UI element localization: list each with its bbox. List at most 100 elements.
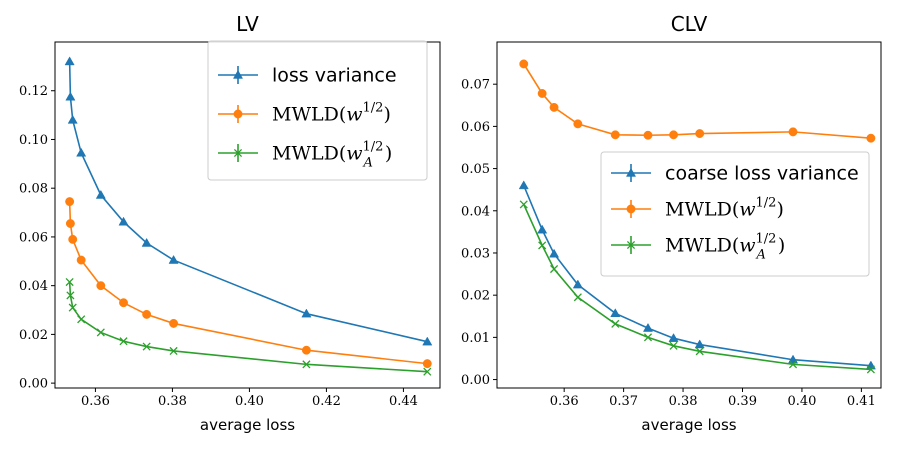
legend-label-close: ) <box>383 104 390 126</box>
series-1 <box>519 59 876 143</box>
x-tick-label: 0.41 <box>847 394 876 409</box>
data-point <box>302 360 311 369</box>
data-point <box>301 345 311 355</box>
legend-entry: MWLD(w1/2) <box>218 101 391 126</box>
legend-label: loss variance <box>272 65 397 87</box>
legend-label: coarse loss variance <box>665 163 859 185</box>
data-point <box>572 279 583 289</box>
legend-label-close: ) <box>778 235 785 257</box>
x-tick-label: 0.40 <box>235 394 264 409</box>
legend-marker <box>626 204 636 214</box>
data-point <box>142 342 151 351</box>
legend-label-base: MWLD( <box>665 199 739 221</box>
data-point <box>76 147 87 157</box>
y-tick-label: 0.00 <box>19 377 48 392</box>
series-line <box>68 201 428 365</box>
data-point <box>64 56 75 66</box>
legend-label-sup: 1/2 <box>363 140 384 155</box>
data-point <box>168 254 179 264</box>
data-point <box>549 102 559 112</box>
series-0 <box>64 56 433 346</box>
data-point <box>142 309 152 319</box>
y-tick-label: 0.06 <box>461 120 490 135</box>
legend-entry: MWLD(w1/2 A) <box>611 232 785 263</box>
legend-marker <box>233 109 243 119</box>
series-line <box>68 281 428 373</box>
data-point <box>96 281 106 291</box>
series-line <box>523 185 871 367</box>
y-tick-label: 0.02 <box>461 289 490 304</box>
data-point <box>169 318 179 328</box>
legend-label-close: ) <box>385 143 392 165</box>
series-1 <box>65 197 432 369</box>
x-axis-label: average loss <box>641 416 736 434</box>
data-point <box>668 333 679 342</box>
legend-label-sup: 1/2 <box>363 101 384 116</box>
data-point <box>519 59 529 69</box>
legend-marker <box>625 167 637 177</box>
legend-label-base: MWLD( <box>665 235 739 257</box>
data-point <box>866 133 876 143</box>
legend-label-sup: 1/2 <box>756 196 777 211</box>
legend-label-close: ) <box>776 199 783 221</box>
legend-label: MWLD(w1/2 A) <box>665 232 785 263</box>
legend-label-sub: A <box>755 248 765 263</box>
x-tick-label: 0.39 <box>728 394 757 409</box>
legend-label-sub: A <box>362 156 372 171</box>
data-point <box>573 119 583 129</box>
x-tick-label: 0.38 <box>158 394 187 409</box>
data-point <box>611 319 620 328</box>
data-point <box>68 234 78 244</box>
data-point <box>169 346 178 356</box>
y-tick-label: 0.02 <box>19 328 48 343</box>
y-tick-label: 0.01 <box>461 331 490 346</box>
legend-marker <box>232 69 244 79</box>
x-tick-label: 0.42 <box>312 394 341 409</box>
x-tick-label: 0.44 <box>389 394 418 409</box>
legend-label: MWLD(w1/2) <box>272 101 391 126</box>
data-point <box>610 308 621 318</box>
y-tick-label: 0.04 <box>461 204 490 219</box>
legend-marker <box>233 148 243 158</box>
data-point <box>537 224 548 234</box>
chart-title: LV <box>236 12 259 36</box>
y-tick-label: 0.06 <box>19 230 48 245</box>
y-tick-label: 0.08 <box>19 182 48 197</box>
legend-entry: coarse loss variance <box>611 163 859 185</box>
data-point <box>141 237 152 247</box>
series-2 <box>519 200 875 374</box>
legend-marker <box>626 240 636 250</box>
data-point <box>788 360 798 369</box>
series-2 <box>65 277 432 376</box>
legend-entry: MWLD(w1/2 A) <box>218 140 392 171</box>
x-tick-label: 0.40 <box>787 394 816 409</box>
data-point <box>96 328 105 337</box>
y-tick-label: 0.00 <box>461 373 490 388</box>
x-tick-label: 0.36 <box>550 394 579 409</box>
y-tick-label: 0.10 <box>19 133 48 148</box>
data-point <box>66 291 75 300</box>
y-tick-label: 0.12 <box>19 84 48 99</box>
legend-label-base: MWLD( <box>272 104 346 126</box>
data-point <box>118 216 129 226</box>
x-tick-label: 0.37 <box>609 394 638 409</box>
data-point <box>67 114 78 124</box>
data-point <box>610 130 620 140</box>
panel-lv: LV 0.36 0.38 0.40 0.42 0.44 0.00 0.02 0.04 0.06 0.… <box>19 12 441 434</box>
legend-label-var: w <box>346 143 362 165</box>
data-point <box>788 127 798 137</box>
legend-box <box>600 151 870 277</box>
data-point <box>573 293 582 302</box>
data-point <box>643 333 653 342</box>
data-point <box>669 130 678 140</box>
data-point <box>537 89 547 98</box>
series-line <box>523 204 871 371</box>
data-point <box>65 219 75 228</box>
series-line <box>68 61 428 343</box>
data-point <box>695 129 705 139</box>
data-point <box>65 277 74 287</box>
legend-entry: loss variance <box>218 65 397 87</box>
